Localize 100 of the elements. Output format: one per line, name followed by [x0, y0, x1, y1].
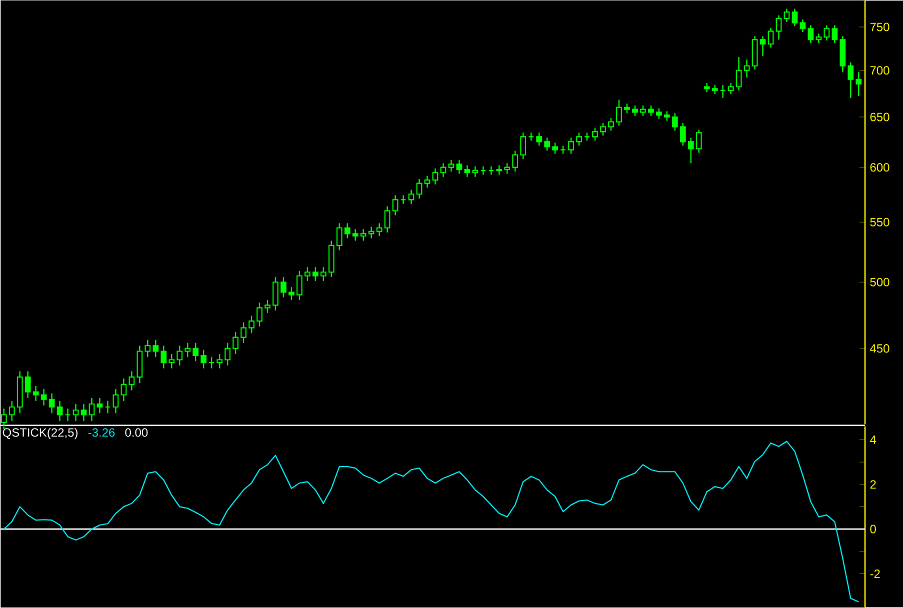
candlestick	[760, 36, 766, 57]
candlestick	[120, 378, 127, 402]
candlestick	[224, 342, 230, 366]
y-tick-label: 2	[870, 480, 876, 489]
candlestick	[400, 194, 406, 205]
candlestick	[848, 62, 854, 99]
candlestick	[192, 342, 199, 362]
candlestick	[704, 82, 710, 93]
y-tick-label: 550	[870, 218, 890, 226]
candlestick	[592, 127, 598, 142]
candlestick	[472, 166, 478, 178]
candlestick	[72, 403, 79, 422]
candlestick	[440, 162, 446, 178]
candlestick	[80, 403, 87, 422]
candlestick	[208, 356, 215, 369]
candlestick	[40, 388, 47, 406]
candlestick	[576, 132, 582, 146]
candlestick	[688, 137, 694, 164]
candlestick	[600, 122, 606, 136]
candlestick	[832, 24, 838, 44]
candlestick	[160, 345, 167, 369]
candlestick	[712, 84, 718, 95]
candlestick	[392, 194, 398, 216]
candlestick	[856, 72, 862, 97]
candlestick	[144, 340, 151, 358]
candlestick	[776, 14, 782, 40]
candlestick	[696, 129, 702, 154]
y-tick-label: 450	[870, 344, 890, 353]
candlestick	[504, 162, 510, 174]
candlestick	[96, 397, 103, 414]
candlestick	[256, 302, 262, 328]
candlestick	[48, 392, 55, 414]
candlestick	[112, 388, 119, 414]
candlestick	[632, 104, 638, 117]
candlestick	[424, 175, 430, 188]
y-tick-label: 700	[870, 66, 890, 75]
candlestick	[800, 18, 806, 33]
candlestick	[280, 276, 286, 298]
candlestick	[728, 82, 734, 95]
candlestick	[640, 104, 646, 117]
candlestick	[824, 24, 830, 42]
candlestick	[680, 122, 686, 146]
candlestick	[312, 266, 318, 282]
candlestick	[368, 226, 374, 239]
candlestick	[304, 266, 310, 282]
candlestick	[744, 59, 750, 78]
candlestick	[520, 132, 526, 160]
candlestick	[624, 103, 630, 114]
candlestick	[784, 8, 790, 23]
candlestick	[248, 315, 254, 334]
candlestick	[648, 104, 654, 117]
candlestick	[128, 370, 135, 392]
annotation: 0.00	[125, 428, 148, 437]
candlestick	[720, 84, 726, 99]
candlestick	[568, 137, 574, 155]
y-tick-label: 600	[870, 163, 890, 172]
candlestick	[512, 150, 518, 172]
candlestick	[544, 137, 550, 152]
candlestick	[352, 228, 358, 242]
candlestick	[336, 222, 342, 251]
y-tick-label: 750	[870, 22, 890, 32]
y-tick-label: 0	[870, 524, 876, 534]
candlestick	[8, 400, 15, 422]
candlestick	[360, 228, 366, 242]
candlestick	[184, 342, 191, 358]
candlestick	[216, 354, 222, 369]
candlestick	[456, 160, 462, 174]
candlestick	[536, 132, 542, 146]
candlestick	[64, 408, 71, 422]
candlestick	[808, 24, 814, 44]
candlestick	[552, 142, 558, 155]
candlestick	[296, 270, 302, 301]
candlestick	[88, 397, 95, 422]
candlestick	[344, 222, 350, 239]
annotation: -3.26	[88, 428, 115, 437]
candlestick	[168, 354, 175, 369]
candlestick	[432, 168, 438, 186]
candlestick	[448, 160, 454, 172]
candlestick	[672, 112, 678, 132]
candlestick	[288, 286, 294, 301]
candlestick	[792, 8, 798, 27]
candlestick	[416, 178, 422, 200]
candlestick	[232, 331, 238, 355]
candlestick	[664, 110, 670, 122]
candlestick	[736, 56, 742, 92]
candlestick	[656, 108, 662, 120]
candlestick	[816, 33, 822, 44]
candlestick	[152, 340, 159, 358]
candlestick	[488, 166, 494, 176]
y-tick-label: 4	[870, 436, 876, 444]
candlestick	[320, 266, 326, 282]
candlestick	[608, 117, 614, 132]
candlestick	[240, 322, 246, 344]
candlestick	[376, 222, 382, 237]
candlestick	[616, 99, 622, 126]
candlestick	[408, 189, 414, 205]
candlestick	[104, 400, 111, 414]
candlestick	[176, 345, 183, 366]
chart-title: QSTICK(22,5)	[2, 428, 78, 440]
candlestick	[496, 164, 502, 176]
